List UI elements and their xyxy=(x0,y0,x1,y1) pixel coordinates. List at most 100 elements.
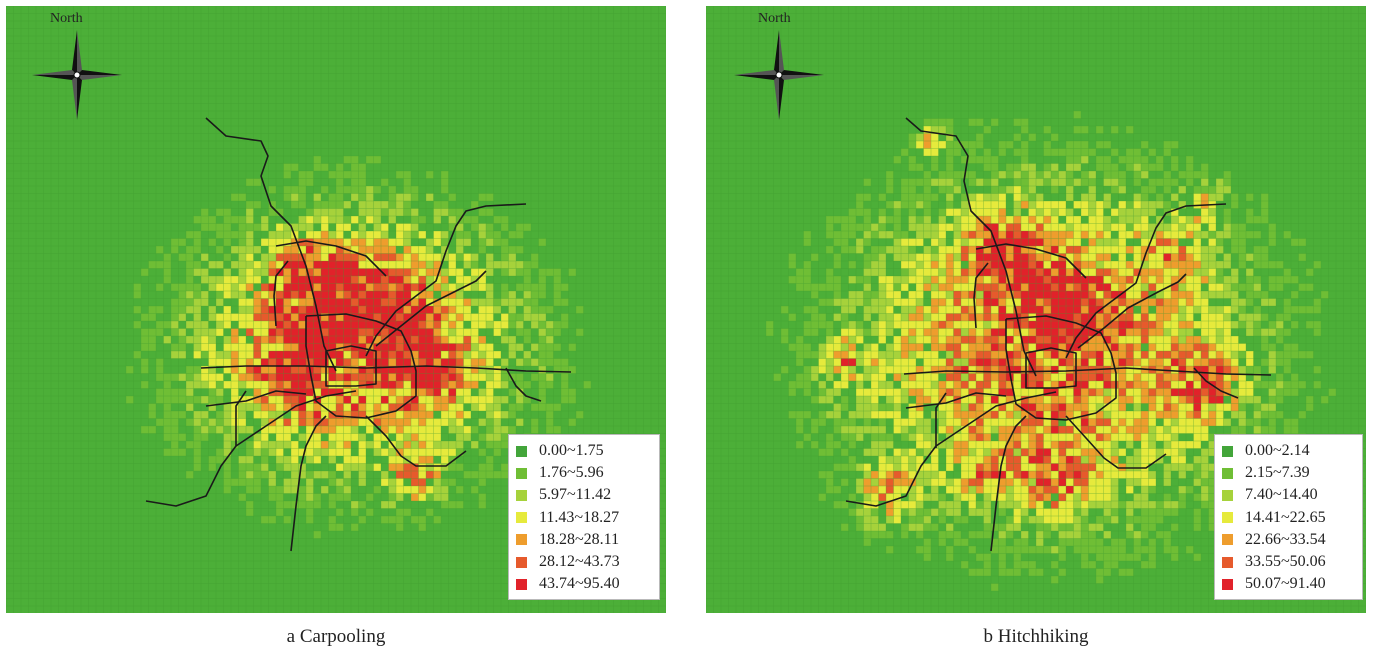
density-cell xyxy=(501,321,509,329)
density-cell xyxy=(523,351,531,359)
density-cell xyxy=(1141,186,1149,194)
density-cell xyxy=(411,246,419,254)
density-cell xyxy=(501,373,509,381)
density-cell xyxy=(1058,486,1066,494)
density-cell xyxy=(283,478,291,486)
density-cell xyxy=(1283,366,1291,374)
density-cell xyxy=(1081,321,1089,329)
density-cell xyxy=(923,508,931,516)
density-cell xyxy=(366,373,374,381)
density-cell xyxy=(313,493,321,501)
density-cell xyxy=(1021,493,1029,501)
density-cell xyxy=(291,253,299,261)
density-cell xyxy=(336,373,344,381)
density-cell xyxy=(1178,486,1186,494)
density-cell xyxy=(1253,373,1261,381)
density-cell xyxy=(841,306,849,314)
density-cell xyxy=(381,418,389,426)
density-cell xyxy=(283,193,291,201)
density-cell xyxy=(1006,238,1014,246)
density-cell xyxy=(448,448,456,456)
density-cell xyxy=(826,231,834,239)
density-cell xyxy=(1021,328,1029,336)
density-cell xyxy=(1171,246,1179,254)
density-cell xyxy=(343,448,351,456)
density-cell xyxy=(856,336,864,344)
density-cell xyxy=(938,538,946,546)
density-cell xyxy=(1148,253,1156,261)
density-cell xyxy=(841,523,849,531)
density-cell xyxy=(901,268,909,276)
density-cell xyxy=(998,381,1006,389)
density-cell xyxy=(418,313,426,321)
density-cell xyxy=(1208,523,1216,531)
density-cell xyxy=(953,411,961,419)
density-cell xyxy=(968,291,976,299)
density-cell xyxy=(1036,546,1044,554)
density-cell xyxy=(178,433,186,441)
density-cell xyxy=(148,313,156,321)
density-cell xyxy=(1088,186,1096,194)
density-cell xyxy=(283,328,291,336)
density-cell xyxy=(946,328,954,336)
density-cell xyxy=(1058,411,1066,419)
density-cell xyxy=(1043,298,1051,306)
density-cell xyxy=(306,426,314,434)
density-cell xyxy=(1036,336,1044,344)
density-cell xyxy=(336,291,344,299)
density-cell xyxy=(1156,433,1164,441)
density-cell xyxy=(1013,321,1021,329)
density-cell xyxy=(463,306,471,314)
density-cell xyxy=(796,418,804,426)
density-cell xyxy=(433,313,441,321)
density-cell xyxy=(336,231,344,239)
density-cell xyxy=(1051,411,1059,419)
density-cell xyxy=(938,126,946,134)
density-cell xyxy=(1141,531,1149,539)
density-cell xyxy=(1013,456,1021,464)
density-cell xyxy=(841,433,849,441)
density-cell xyxy=(388,381,396,389)
density-cell xyxy=(818,298,826,306)
density-cell xyxy=(766,328,774,336)
density-cell xyxy=(886,178,894,186)
density-cell xyxy=(1283,298,1291,306)
density-cell xyxy=(298,336,306,344)
density-cell xyxy=(811,306,819,314)
density-cell xyxy=(193,298,201,306)
density-cell xyxy=(1118,231,1126,239)
density-cell xyxy=(1073,283,1081,291)
density-cell xyxy=(501,328,509,336)
density-cell xyxy=(1156,283,1164,291)
density-cell xyxy=(1096,246,1104,254)
density-cell xyxy=(418,411,426,419)
map-carpooling[interactable] xyxy=(6,6,666,613)
density-cell xyxy=(178,411,186,419)
density-cell xyxy=(268,448,276,456)
density-cell xyxy=(1028,426,1036,434)
density-cell xyxy=(863,523,871,531)
density-cell xyxy=(366,291,374,299)
density-cell xyxy=(1036,411,1044,419)
density-cell xyxy=(276,283,284,291)
density-cell xyxy=(946,118,954,126)
density-cell xyxy=(531,253,539,261)
density-cell xyxy=(1163,441,1171,449)
density-cell xyxy=(231,313,239,321)
density-cell xyxy=(306,411,314,419)
density-cell xyxy=(968,358,976,366)
density-cell xyxy=(313,343,321,351)
density-cell xyxy=(1208,471,1216,479)
density-cell xyxy=(1156,403,1164,411)
density-cell xyxy=(261,306,269,314)
density-cell xyxy=(501,411,509,419)
density-cell xyxy=(811,441,819,449)
density-cell xyxy=(1126,426,1134,434)
density-cell xyxy=(1186,336,1194,344)
density-cell xyxy=(336,343,344,351)
density-cell xyxy=(463,358,471,366)
density-cell xyxy=(1133,328,1141,336)
density-cell xyxy=(298,418,306,426)
density-cell xyxy=(306,231,314,239)
density-cell xyxy=(848,246,856,254)
